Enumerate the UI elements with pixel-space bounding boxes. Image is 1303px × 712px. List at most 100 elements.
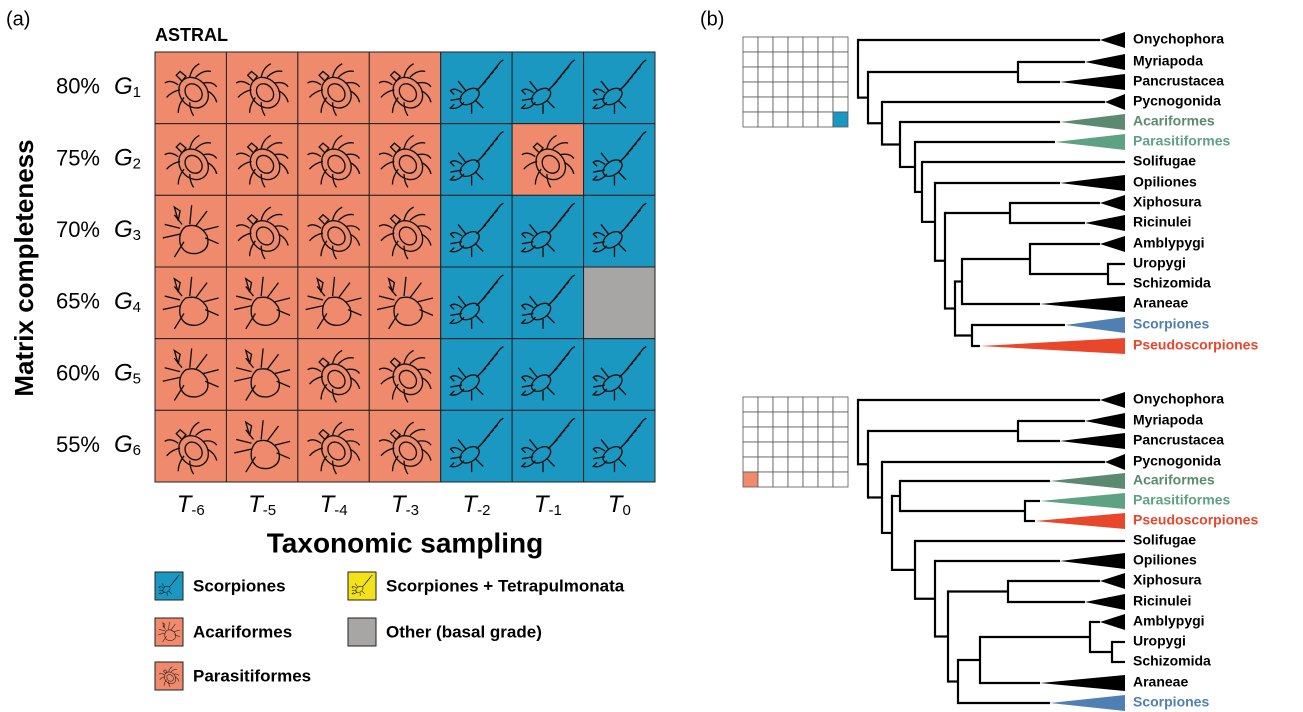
clade-triangle [1105, 94, 1125, 110]
mini-cell [802, 51, 819, 68]
mini-cell [787, 66, 804, 83]
matrix-cell [225, 266, 299, 340]
clade-triangle [1100, 236, 1125, 252]
mini-cell [772, 396, 789, 413]
mini-cell [772, 411, 789, 428]
row-base: G [114, 288, 133, 315]
column-sub: -1 [549, 502, 562, 519]
mini-cell [757, 51, 774, 68]
clade-triangle [1035, 513, 1125, 529]
column-base: T [534, 491, 551, 518]
row-label: G6 [114, 432, 141, 460]
legend-label: Acariformes [193, 622, 292, 641]
row-base: G [114, 217, 133, 244]
taxon-label: Parasitiformes [1133, 492, 1230, 508]
matrix-cell [297, 338, 370, 411]
mini-cell [832, 396, 849, 413]
mini-cell [772, 81, 789, 98]
row-sub: 6 [133, 442, 141, 459]
column-label: T-5 [248, 491, 276, 519]
matrix-cell [225, 123, 299, 196]
column-base: T [320, 491, 337, 518]
mini-cell [787, 396, 804, 413]
mini-cell [787, 51, 804, 68]
mini-cell [772, 36, 789, 53]
mini-cell [817, 51, 834, 68]
taxon-label: Amblypygi [1133, 613, 1205, 629]
mini-cell [817, 441, 834, 458]
mini-cell [757, 426, 774, 443]
mini-cell [772, 51, 789, 68]
matrix-cell [154, 123, 227, 196]
mini-cell [802, 111, 819, 128]
row-percent: 60% [56, 360, 100, 385]
column-label: T-1 [534, 491, 562, 519]
mini-cell [787, 426, 804, 443]
mini-cell [772, 441, 789, 458]
mini-cell [787, 81, 804, 98]
mini-cell [757, 396, 774, 413]
column-label: T0 [608, 491, 631, 519]
mini-cell [772, 96, 789, 113]
mini-cell [742, 36, 759, 53]
taxon-label: Parasitiformes [1133, 133, 1230, 149]
mini-cell [817, 471, 834, 488]
clade-triangle [1100, 32, 1125, 48]
matrix-cell [368, 123, 442, 196]
mini-cell [832, 426, 849, 443]
mini-cell [802, 396, 819, 413]
mini-cell [757, 411, 774, 428]
clade-triangle [1085, 413, 1125, 429]
taxon-label: Xiphosura [1133, 572, 1202, 588]
column-sub: -3 [406, 502, 419, 519]
matrix-cell [511, 51, 585, 125]
mini-cell [817, 411, 834, 428]
matrix-cell [297, 51, 370, 125]
row-sub: 5 [133, 370, 141, 387]
mini-cell [802, 66, 819, 83]
legend-swatch [347, 617, 377, 647]
mini-cell [787, 456, 804, 473]
panel-label: (b) [700, 8, 724, 30]
matrix-cell [225, 338, 299, 411]
clade-triangle [1100, 195, 1125, 211]
matrix-cell [368, 409, 442, 483]
mini-cell [742, 81, 759, 98]
mini-cell [787, 441, 804, 458]
x-axis-label: Taxonomic sampling [267, 527, 543, 558]
taxon-label: Amblypygi [1133, 235, 1205, 251]
mini-cell [832, 111, 849, 128]
taxon-label: Pancrustacea [1133, 73, 1224, 89]
mini-cell [757, 441, 774, 458]
clade-triangle [980, 338, 1125, 354]
taxon-label: Schizomida [1133, 275, 1211, 291]
mini-cell [757, 96, 774, 113]
taxon-label: Myriapoda [1133, 53, 1203, 69]
panel-title: ASTRAL [155, 25, 228, 45]
mini-cell [787, 96, 804, 113]
row-sub: 3 [133, 227, 141, 244]
clade-triangle [1060, 74, 1125, 90]
matrix-cell [154, 409, 227, 483]
clade-triangle [1040, 493, 1125, 509]
clade-triangle [1105, 454, 1125, 470]
legend-label: Scorpiones [193, 576, 286, 595]
taxon-label: Uropygi [1133, 633, 1186, 649]
mini-cell [832, 471, 849, 488]
mini-cell [772, 471, 789, 488]
clade-triangle [1085, 215, 1125, 231]
row-sub: 4 [133, 299, 141, 316]
mini-cell [787, 411, 804, 428]
row-label: G2 [114, 145, 141, 173]
matrix-cell [440, 51, 513, 125]
matrix-cell [154, 266, 227, 340]
column-base: T [462, 491, 479, 518]
matrix-cell [511, 194, 585, 268]
column-label: T-4 [320, 491, 348, 519]
matrix-cell [154, 338, 227, 411]
clade-triangle [1085, 594, 1125, 610]
matrix-cell [583, 123, 656, 196]
row-percent: 55% [56, 432, 100, 457]
row-base: G [114, 432, 133, 459]
mini-cell [802, 471, 819, 488]
